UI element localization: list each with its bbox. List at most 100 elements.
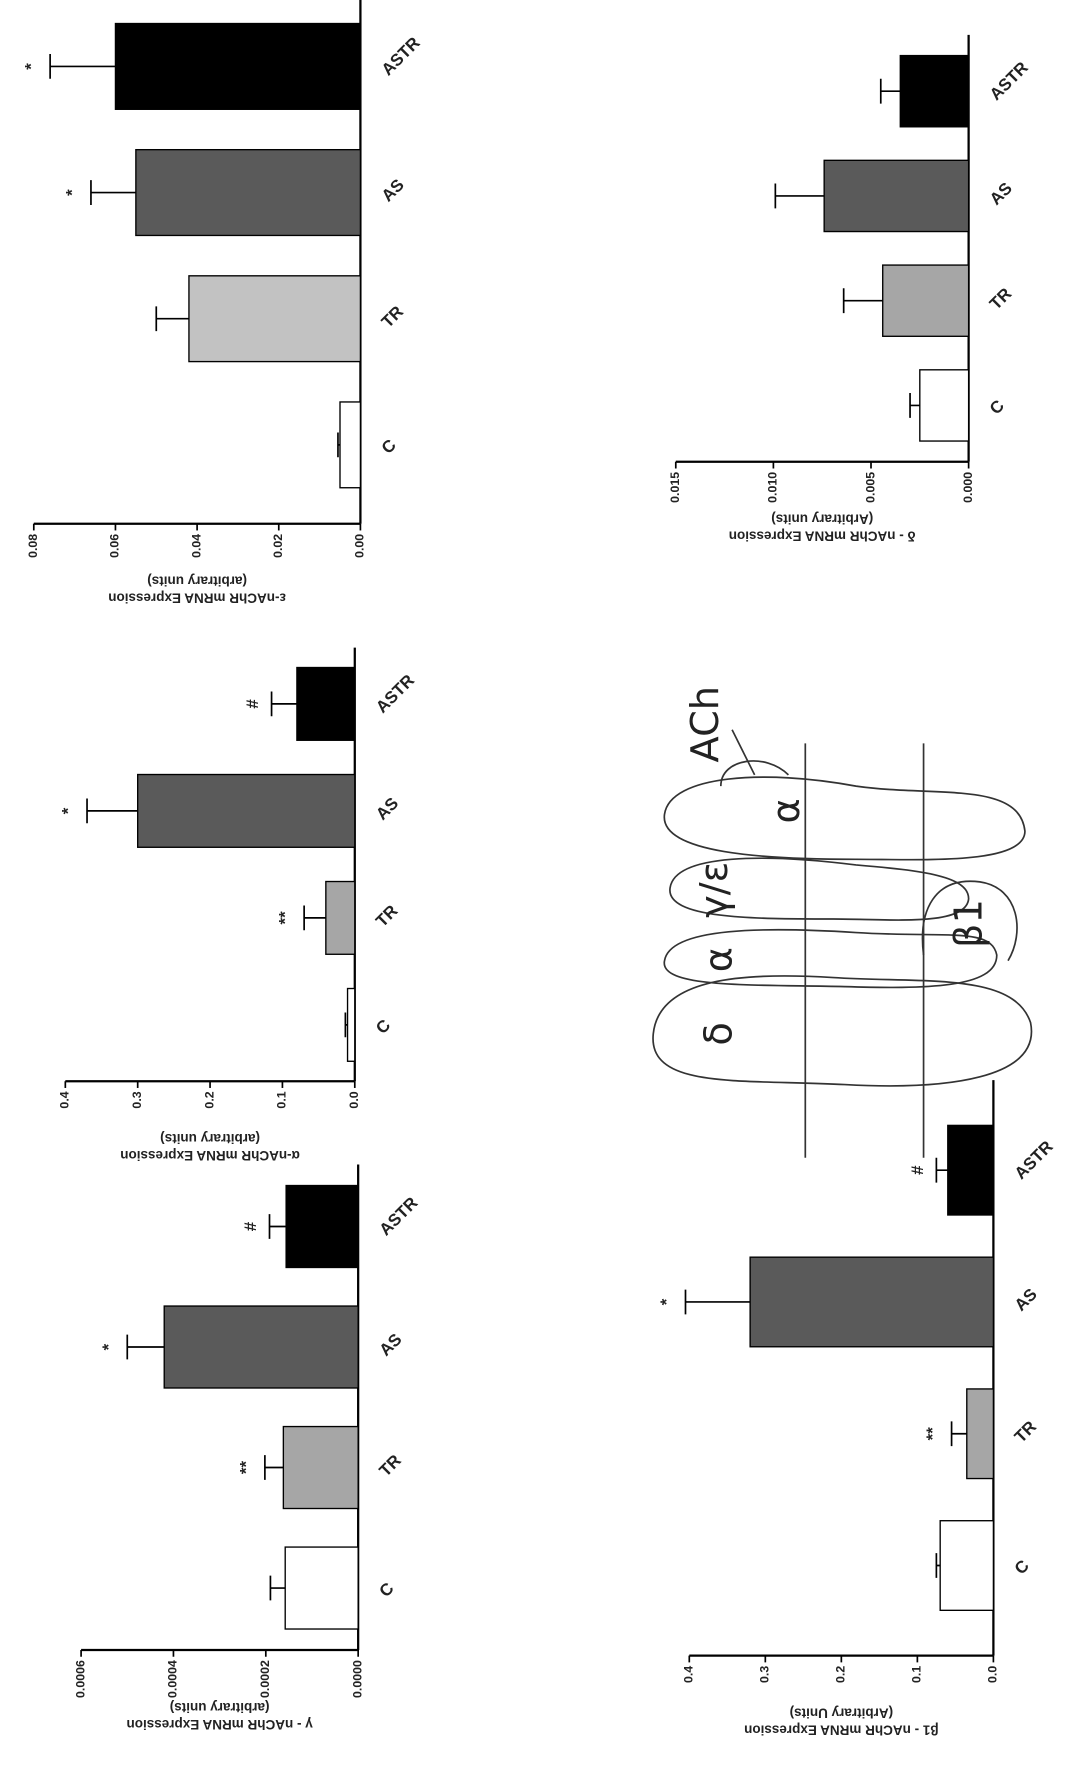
y-tick-label: 0.005 xyxy=(863,472,877,503)
error-bar xyxy=(272,692,297,717)
significance-mark: ** xyxy=(276,911,295,925)
significance-mark: * xyxy=(59,807,78,814)
y-axis-label: (arbitrary units) xyxy=(160,1131,260,1146)
diagram-label: α xyxy=(696,947,741,972)
y-tick-label: 0.0 xyxy=(347,1091,361,1108)
y-tick-label: 0.3 xyxy=(758,1666,772,1683)
error-bar xyxy=(156,306,189,331)
error-bar xyxy=(127,1335,164,1360)
bar xyxy=(136,150,361,236)
bar xyxy=(948,1125,994,1215)
bar xyxy=(940,1521,993,1611)
x-tick-label: TR xyxy=(372,901,401,930)
bar xyxy=(285,1547,358,1629)
bar xyxy=(115,24,360,110)
y-axis-label: ε-nAChR mRNA Expression xyxy=(108,591,286,606)
y-tick-label: 0.2 xyxy=(834,1666,848,1683)
error-bar xyxy=(952,1421,967,1446)
error-bar xyxy=(936,1158,947,1183)
significance-mark: # xyxy=(241,1221,260,1231)
y-tick-label: 0.04 xyxy=(189,534,203,558)
diagram-label: δ xyxy=(696,1022,741,1045)
error-bar xyxy=(881,79,901,104)
bar xyxy=(164,1306,358,1388)
x-tick-label: ASTR xyxy=(375,1193,421,1239)
significance-mark: ** xyxy=(923,1427,942,1441)
error-bar xyxy=(304,906,326,931)
bar xyxy=(348,989,355,1062)
y-tick-label: 0.1 xyxy=(275,1091,289,1108)
error-bar xyxy=(50,54,115,79)
bar xyxy=(297,668,355,741)
bar xyxy=(824,160,968,231)
bar xyxy=(138,775,355,848)
figure: 0.00000.00020.00040.0006γ - nAChR mRNA E… xyxy=(0,0,1071,1766)
x-tick-label: TR xyxy=(1011,1417,1040,1446)
y-tick-label: 0.0004 xyxy=(166,1660,180,1698)
x-tick-label: TR xyxy=(986,284,1015,313)
y-tick-label: 0.0006 xyxy=(73,1660,87,1698)
y-tick-label: 0.010 xyxy=(766,472,780,503)
y-tick-label: 0.015 xyxy=(668,472,682,503)
error-bar xyxy=(844,288,883,313)
y-tick-label: 0.000 xyxy=(961,472,975,503)
y-axis-label: (Arbitrary units) xyxy=(771,512,873,527)
y-tick-label: 0.2 xyxy=(202,1091,216,1108)
bar xyxy=(326,882,355,955)
x-tick-label: AS xyxy=(378,175,408,205)
x-tick-label: C xyxy=(372,1016,394,1038)
y-tick-label: 0.4 xyxy=(682,1666,696,1683)
significance-mark: * xyxy=(62,189,81,196)
bar xyxy=(920,370,969,441)
y-axis-label: δ - nAChR mRNA Expression xyxy=(729,529,916,544)
bar xyxy=(900,56,968,127)
significance-mark: * xyxy=(22,63,41,70)
significance-mark: # xyxy=(908,1165,927,1175)
x-tick-label: ASTR xyxy=(372,671,418,717)
diagram-label: α xyxy=(764,798,809,823)
bar xyxy=(340,402,360,488)
y-axis-label: γ - nAChR mRNA Expression xyxy=(126,1717,312,1732)
subunit-alpha xyxy=(664,777,1025,860)
error-bar xyxy=(910,393,920,418)
y-tick-label: 0.1 xyxy=(910,1666,924,1683)
x-tick-label: AS xyxy=(1011,1285,1041,1315)
y-axis-label: (arbitrary units) xyxy=(170,1700,270,1715)
x-tick-label: C xyxy=(375,1579,397,1601)
error-bar xyxy=(265,1455,283,1480)
x-tick-label: C xyxy=(1011,1556,1033,1578)
error-bar xyxy=(270,1576,285,1601)
diagram-label: ACh xyxy=(683,686,728,763)
y-tick-label: 0.0002 xyxy=(258,1660,272,1698)
x-tick-label: TR xyxy=(375,1451,404,1480)
x-tick-label: AS xyxy=(375,1330,405,1360)
y-axis-label: β1 - nAChR mRNA Expression xyxy=(744,1722,939,1737)
bar xyxy=(967,1389,994,1479)
y-tick-label: 0.08 xyxy=(26,534,40,558)
x-tick-label: TR xyxy=(378,302,407,331)
diagram-label: γ/ε xyxy=(692,862,737,918)
y-axis-label: (arbitrary units) xyxy=(147,574,247,589)
error-bar xyxy=(685,1290,750,1315)
error-bar xyxy=(91,180,136,205)
bar xyxy=(750,1257,993,1347)
error-bar xyxy=(775,184,824,209)
x-tick-label: ASTR xyxy=(1011,1137,1057,1183)
x-tick-label: AS xyxy=(372,794,402,824)
bar xyxy=(283,1427,358,1509)
y-axis-label: (Arbitrary Units) xyxy=(790,1706,894,1721)
y-tick-label: 0.02 xyxy=(271,534,285,558)
x-tick-label: C xyxy=(986,396,1008,418)
y-tick-label: 0.4 xyxy=(58,1091,72,1108)
y-tick-label: 0.0 xyxy=(986,1666,1000,1683)
y-tick-label: 0.3 xyxy=(130,1091,144,1108)
diagram-label: β1 xyxy=(946,899,991,948)
y-tick-label: 0.06 xyxy=(108,534,122,558)
x-tick-label: ASTR xyxy=(378,33,424,79)
pointer-line xyxy=(732,730,755,775)
x-tick-label: AS xyxy=(986,179,1016,209)
bar xyxy=(189,276,360,362)
y-axis-label: α-nAChR mRNA Expression xyxy=(120,1148,300,1163)
error-bar xyxy=(270,1214,287,1239)
